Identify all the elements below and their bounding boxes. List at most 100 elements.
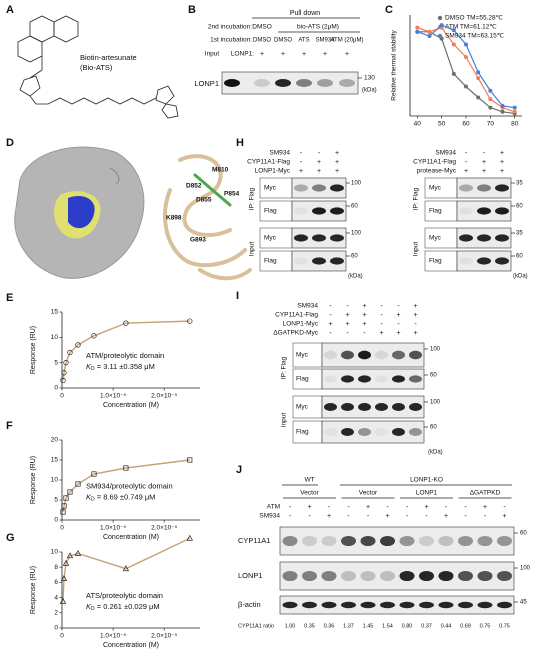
y-axis-label: Relative thermal stability [391,30,398,101]
sign: - [300,159,303,166]
band [358,375,371,383]
band [459,184,473,192]
band [438,535,454,547]
sign: - [465,150,468,157]
band [302,601,317,609]
sign: + [317,159,321,166]
label: ΔGATPKD-Myc [273,330,318,337]
label: Input [205,51,220,58]
x-axis-label: Concentration (M) [103,534,159,541]
label: Input [281,413,288,428]
label: 60 [520,531,527,537]
kd-symbol: K [86,362,92,371]
label: ΔGATPKD [470,490,501,497]
sign: - [300,150,303,157]
point [75,342,81,348]
band [302,535,317,547]
point [488,97,493,102]
point [476,76,481,81]
label: LONP1: [231,51,254,58]
sign: - [380,321,383,328]
band [399,570,415,582]
kd-symbol: K [86,492,92,501]
label: 0.36 [324,623,335,629]
sign: + [345,321,349,328]
point [512,105,517,110]
label: 130 [364,75,375,82]
sign: + [307,504,311,511]
label: 0.44 [441,623,452,629]
sign: + [260,51,264,58]
point [427,34,432,39]
band [302,570,317,582]
point [91,471,97,477]
label: 1st incubation: [210,37,252,44]
annotation: SM934/proteolytic domain [86,481,173,490]
band [380,535,395,547]
label: ATS [298,38,309,44]
point [464,55,468,60]
band [458,570,473,582]
band [477,234,491,242]
x-axis-label: Concentration (M) [103,402,159,409]
sign: + [366,504,370,511]
point [75,481,81,487]
point [427,29,432,34]
sign: - [328,504,331,511]
sign: - [425,513,428,520]
band [324,350,337,360]
sign: - [445,504,448,511]
label: ATM (20μM) [330,38,363,44]
band [358,428,371,436]
band [497,570,512,582]
sign: + [379,330,383,337]
kd-annotation: KD = 3.11 ±0.358 μM [86,362,155,372]
band [375,350,388,360]
blot [321,342,425,368]
point [61,370,67,376]
band [399,535,415,547]
y-tick-label: 20 [51,437,59,444]
point [186,534,193,541]
band [438,601,454,609]
point [500,109,505,114]
band [477,257,491,265]
y-tick-label: 15 [51,457,59,464]
band [317,79,333,87]
label: CYP11A1 ratio [238,623,274,629]
label: LONP1 [238,571,263,580]
x-tick-label: 0 [60,393,64,400]
sign: + [362,312,366,319]
panel-letter: G [6,532,15,544]
y-tick-label: 5 [54,497,58,504]
band [459,207,473,215]
band [294,257,308,265]
point [451,28,456,33]
label: 45 [520,600,527,606]
band [330,257,344,265]
sign: - [397,321,400,328]
point [74,549,82,556]
sign: - [347,513,350,520]
panel-letter: I [236,290,239,302]
band [477,184,491,192]
x-tick-label: 2.0×10⁻⁵ [151,525,177,532]
y-axis-label: Response (RU) [30,326,37,374]
sign: + [362,321,366,328]
label: 100 [351,231,362,237]
label: (kDa) [428,450,443,456]
band [341,601,356,609]
x-tick-label: 0 [60,525,64,532]
band [312,207,326,215]
sign: + [464,168,468,175]
y-tick-label: 5 [54,359,58,366]
label: Myc [296,404,309,411]
label: Pull down [290,10,320,17]
label: SM934 [435,150,456,157]
band [360,535,376,547]
label: (kDa) [362,88,377,94]
label: 60 [430,425,437,431]
sign: + [396,330,400,337]
label: Myc [429,235,442,242]
band [380,601,395,609]
